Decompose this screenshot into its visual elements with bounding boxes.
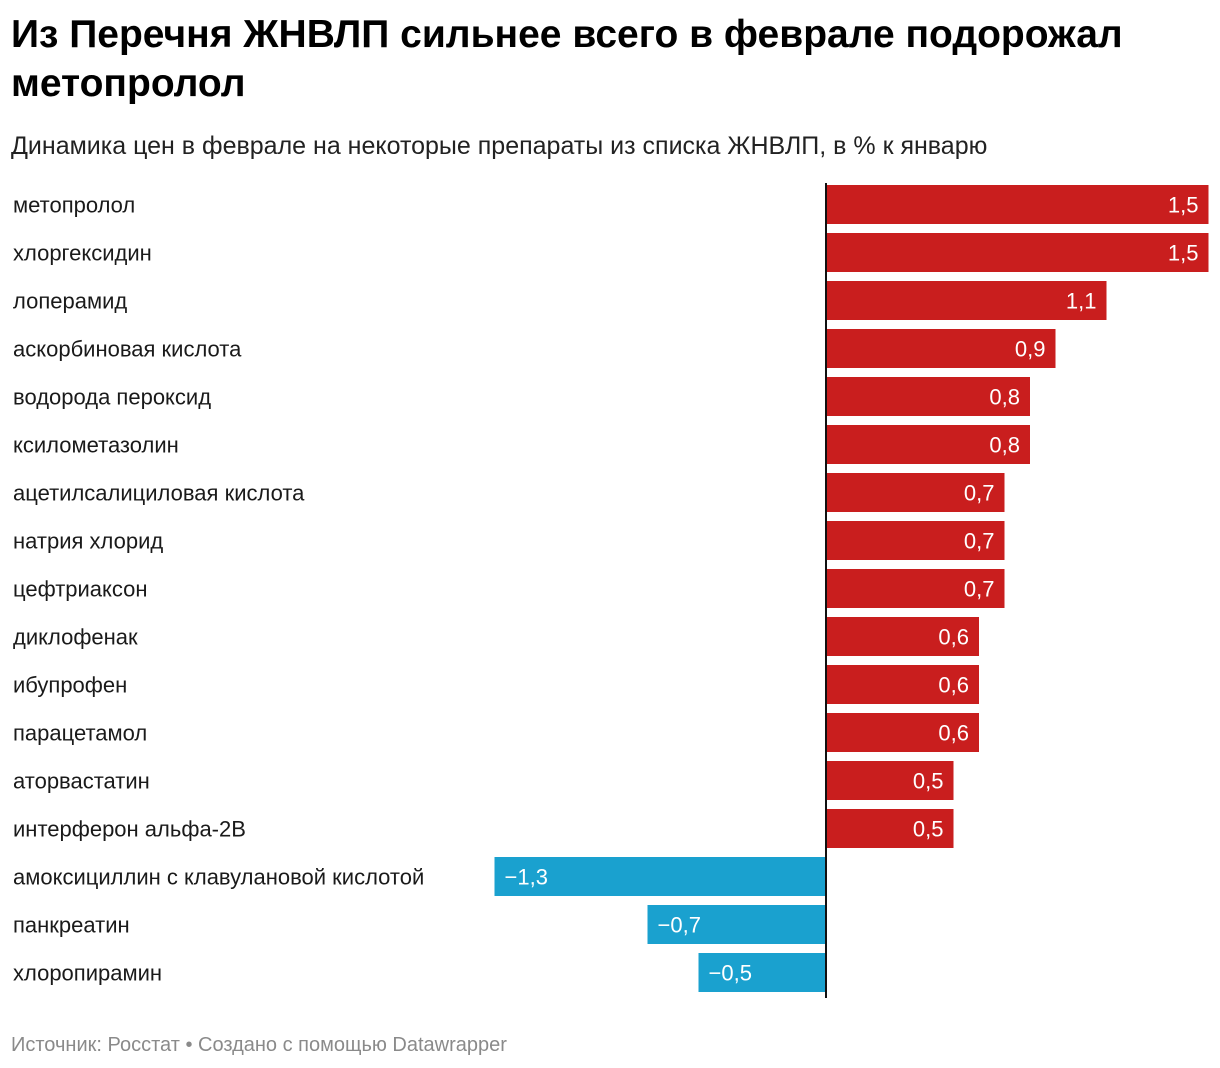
- chart-subtitle: Динамика цен в феврале на некоторые преп…: [11, 132, 988, 160]
- row-labels-group: метопролол хлоргексидин лоперамид аскорбино…: [13, 193, 424, 986]
- source-label: Источник:: [11, 1034, 102, 1056]
- bars-group: [494, 185, 1209, 992]
- bar-15: [494, 857, 826, 896]
- bar-chart: метопролол хлоргексидин лоперамид аскорбино…: [13, 183, 1209, 998]
- category-label: парацетамол: [13, 721, 147, 746]
- category-label: ксилометазолин: [13, 433, 179, 458]
- bar-16: [647, 905, 826, 944]
- footer: Источник: Росстат • Создано с помощью Da…: [11, 1031, 507, 1059]
- bar-14: [826, 809, 954, 848]
- bar-3: [826, 281, 1107, 320]
- category-label: аторвастатин: [13, 769, 150, 794]
- credit-text: Создано с помощью Datawrapper: [198, 1034, 507, 1056]
- bar-7: [826, 473, 1005, 512]
- bar-17: [698, 953, 826, 992]
- category-label: интерферон альфа-2B: [13, 817, 246, 842]
- category-label: амоксициллин с клавулановой кислотой: [13, 865, 424, 890]
- category-label: натрия хлорид: [13, 529, 163, 554]
- value-label: 0,6: [938, 721, 969, 746]
- value-label: −0,5: [709, 961, 752, 986]
- category-label: лоперамид: [13, 289, 127, 314]
- bar-9: [826, 569, 1005, 608]
- category-label: панкреатин: [13, 913, 130, 938]
- value-label: −1,3: [505, 865, 548, 890]
- bar-6: [826, 425, 1030, 464]
- bar-5: [826, 377, 1030, 416]
- category-label: водорода пероксид: [13, 385, 211, 410]
- value-label: 0,5: [913, 817, 944, 842]
- bar-13: [826, 761, 954, 800]
- chart-title: Из Перечня ЖНВЛП сильнее всего в феврале…: [11, 13, 1123, 105]
- value-label: 0,7: [964, 529, 995, 554]
- category-label: хлоропирамин: [13, 961, 162, 986]
- source-value: Росстат: [107, 1034, 180, 1056]
- bar-12: [826, 713, 979, 752]
- footer-separator: •: [185, 1034, 193, 1056]
- value-labels-group: 1,5 1,5 1,1 0,9 0,8 0,8 0,7 0,7 0,7 0,6 0,6 0,6 0,5 0…: [505, 193, 1199, 986]
- bar-1: [826, 185, 1209, 224]
- bar-10: [826, 617, 979, 656]
- bar-2: [826, 233, 1209, 272]
- category-label: диклофенак: [13, 625, 138, 650]
- value-label: 0,5: [913, 769, 944, 794]
- value-label: 1,5: [1168, 193, 1199, 218]
- category-label: хлоргексидин: [13, 241, 152, 266]
- category-label: метопролол: [13, 193, 135, 218]
- value-label: 0,6: [938, 625, 969, 650]
- category-label: аскорбиновая кислота: [13, 337, 242, 362]
- value-label: 0,7: [964, 577, 995, 602]
- bar-4: [826, 329, 1056, 368]
- value-label: 1,5: [1168, 241, 1199, 266]
- category-label: цефтриаксон: [13, 577, 148, 602]
- value-label: −0,7: [658, 913, 701, 938]
- value-label: 0,6: [938, 673, 969, 698]
- category-label: ацетилсалициловая кислота: [13, 481, 305, 506]
- bar-8: [826, 521, 1005, 560]
- bar-11: [826, 665, 979, 704]
- value-label: 0,9: [1015, 337, 1046, 362]
- value-label: 0,8: [989, 433, 1020, 458]
- category-label: ибупрофен: [13, 673, 127, 698]
- value-label: 0,7: [964, 481, 995, 506]
- value-label: 1,1: [1066, 289, 1097, 314]
- value-label: 0,8: [989, 385, 1020, 410]
